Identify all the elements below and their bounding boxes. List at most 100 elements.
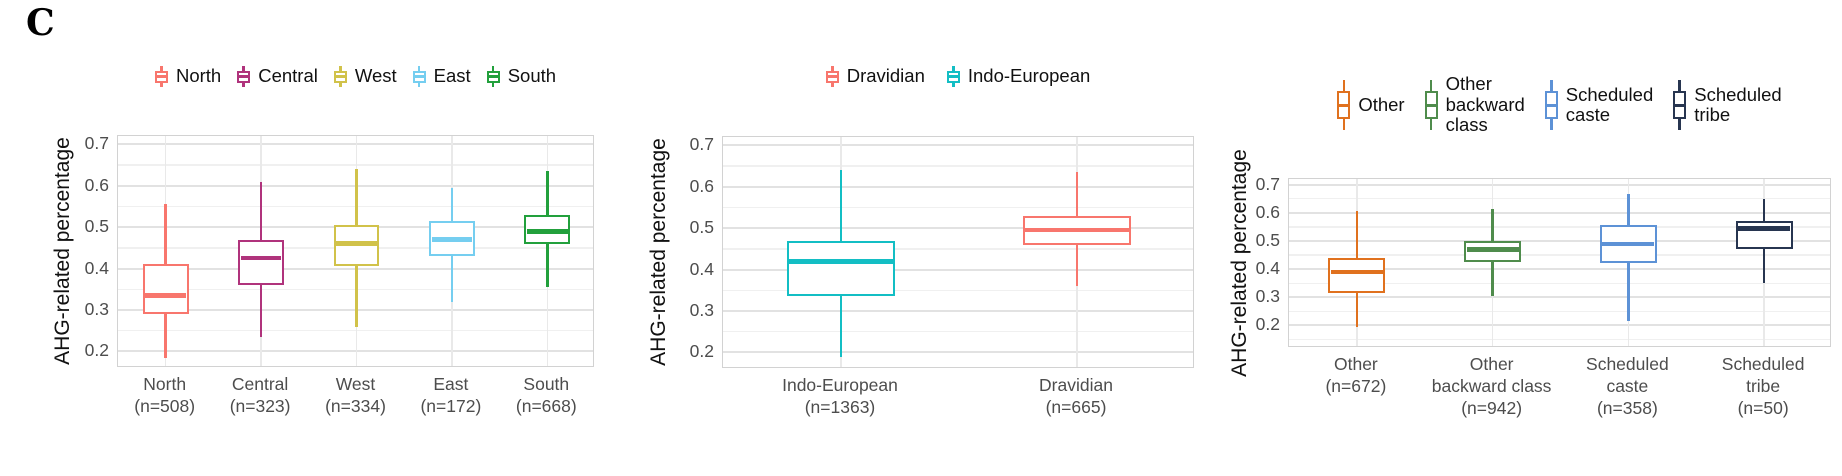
y-tick-label: 0.4 xyxy=(689,258,714,279)
legend-key-median xyxy=(827,75,837,78)
minor-gridline xyxy=(118,330,593,332)
legend-item-other-backward-class: Other backward class xyxy=(1424,73,1525,136)
boxplot-median-other-backward-class xyxy=(1466,247,1519,252)
legend: North Central West East South xyxy=(117,58,594,94)
legend-item-label: South xyxy=(507,64,557,86)
boxplot-legend-key-icon xyxy=(1544,80,1558,130)
y-tick-label: 0.6 xyxy=(689,175,714,196)
boxplot-median-indo-european xyxy=(789,259,893,264)
boxplot-median-west xyxy=(336,241,377,246)
x-tick-label-east: East (n=172) xyxy=(420,374,482,416)
y-tick-label: 0.3 xyxy=(689,300,714,320)
legend-item-label: Indo-European xyxy=(967,64,1091,86)
legend-item-label: Central xyxy=(258,64,318,86)
boxplot-box-north xyxy=(142,264,189,315)
y-tick-label: 0.4 xyxy=(84,257,109,278)
y-tick-label: 0.7 xyxy=(1255,173,1280,194)
legend-item-other: Other xyxy=(1337,80,1405,130)
minor-gridline xyxy=(118,164,593,166)
legend-item-south: South xyxy=(486,64,557,87)
y-tick-label: 0.2 xyxy=(1255,314,1280,335)
major-gridline xyxy=(1289,296,1830,299)
boxplot-box-scheduled-tribe xyxy=(1735,220,1793,250)
legend-item-dravidian: Dravidian xyxy=(825,64,925,87)
y-tick-label: 0.7 xyxy=(84,133,109,154)
boxplot-legend-key-icon xyxy=(237,65,251,87)
boxplot-median-east xyxy=(431,237,473,242)
x-tick-label-dravidian: Dravidian (n=665) xyxy=(1039,375,1113,417)
y-tick-label: 0.5 xyxy=(1255,229,1280,250)
boxplot-median-scheduled-tribe xyxy=(1738,226,1791,231)
boxplot-box-indo-european xyxy=(786,240,896,297)
boxplot-median-central xyxy=(240,255,282,261)
major-gridline xyxy=(723,227,1193,230)
plot-area xyxy=(117,135,594,367)
legend-item-scheduled-caste: Scheduled caste xyxy=(1544,80,1654,130)
boxplot-legend-key-icon xyxy=(486,65,500,87)
boxplot-legend-key-icon xyxy=(1337,80,1351,130)
minor-gridline xyxy=(1289,310,1830,313)
y-tick-label: 0.3 xyxy=(84,299,109,319)
boxplot-box-central xyxy=(238,239,284,286)
legend-item-label: East xyxy=(433,64,471,86)
major-gridline xyxy=(723,268,1193,271)
legend-key-median xyxy=(335,75,345,78)
boxplot-median-south xyxy=(526,229,568,234)
boxplot-legend-key-icon xyxy=(825,65,839,87)
plot-area xyxy=(722,136,1194,368)
boxplot-legend-key-icon xyxy=(412,65,426,87)
major-gridline xyxy=(723,185,1193,188)
minor-gridline xyxy=(723,165,1193,167)
minor-gridline xyxy=(1289,282,1830,284)
boxplot-legend-key-icon xyxy=(154,65,168,87)
legend-item-label: Scheduled caste xyxy=(1565,83,1654,125)
legend-key-median xyxy=(1339,103,1349,107)
major-gridline xyxy=(723,144,1193,147)
legend-item-west: West xyxy=(333,64,397,87)
boxplot-box-other xyxy=(1328,257,1386,294)
boxplot-legend-key-icon xyxy=(946,65,960,87)
legend-item-label: Other backward class xyxy=(1445,73,1525,136)
legend-item-label: Dravidian xyxy=(846,64,925,86)
x-tick-label-other-backward-class: Other backward class (n=942) xyxy=(1431,354,1552,418)
y-tick-label: 0.6 xyxy=(84,174,109,195)
major-gridline xyxy=(1289,239,1830,242)
x-tick-label-south: South (n=668) xyxy=(515,374,577,416)
y-tick-label: 0.2 xyxy=(84,340,109,361)
y-tick-label: 0.3 xyxy=(1255,286,1280,307)
legend: Dravidian Indo-European xyxy=(722,58,1194,94)
minor-gridline xyxy=(1289,198,1830,200)
legend-key-median xyxy=(1426,103,1436,107)
major-gridline xyxy=(118,143,593,146)
x-tick-label-scheduled-caste: Scheduled caste (n=358) xyxy=(1586,354,1669,418)
boxplot-median-scheduled-caste xyxy=(1602,241,1655,247)
x-tick-label-indo-european: Indo-European (n=1363) xyxy=(782,375,898,417)
boxplot-median-other xyxy=(1330,269,1383,275)
minor-gridline xyxy=(723,206,1193,209)
y-tick-label: 0.5 xyxy=(689,217,714,238)
major-gridline xyxy=(723,351,1193,354)
boxplot-median-dravidian xyxy=(1025,227,1129,233)
major-gridline xyxy=(1289,324,1830,327)
legend-key-median xyxy=(488,75,498,78)
legend-key-median xyxy=(239,75,249,78)
major-gridline xyxy=(723,310,1193,312)
legend: Other Other backward class Scheduled caste Sch… xyxy=(1288,60,1831,150)
x-tick-label-other: Other (n=672) xyxy=(1325,354,1387,396)
x-tick-label-west: West (n=334) xyxy=(325,374,386,416)
legend-item-north: North xyxy=(154,65,221,87)
panel-label: C xyxy=(26,2,55,44)
legend-item-label: West xyxy=(354,64,397,86)
major-gridline xyxy=(118,350,593,353)
major-gridline xyxy=(1289,183,1830,186)
legend-key-median xyxy=(1546,103,1556,107)
major-gridline xyxy=(1289,268,1830,271)
minor-gridline xyxy=(1289,254,1830,256)
legend-item-indo-european: Indo-European xyxy=(946,64,1091,87)
legend-item-label: Scheduled tribe xyxy=(1694,83,1782,125)
legend-key-median xyxy=(1675,103,1685,107)
y-tick-label: 0.7 xyxy=(689,134,714,155)
minor-gridline xyxy=(723,248,1193,250)
minor-gridline xyxy=(1289,338,1830,341)
